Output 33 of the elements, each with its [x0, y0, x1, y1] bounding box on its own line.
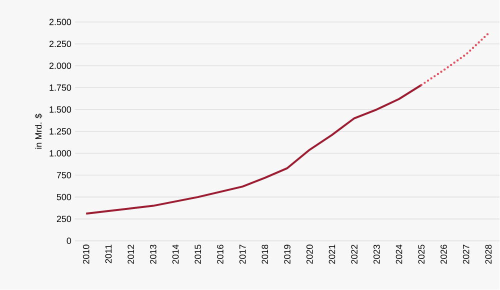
x-tick-label: 2019	[284, 244, 290, 264]
x-tick-label: 2014	[172, 244, 179, 264]
x-tick-label: 2012	[128, 244, 134, 264]
x-tick-label: 2028	[485, 244, 492, 264]
x-tick-label: 2026	[440, 244, 447, 264]
x-tick-label: 2027	[462, 244, 470, 264]
y-tick-label: 1.750	[50, 84, 72, 91]
y-tick-label: 750	[56, 172, 72, 178]
x-tick-label: 2011	[105, 244, 112, 264]
y-tick-label: 250	[56, 216, 72, 222]
y-tick-label: 500	[56, 194, 72, 200]
x-tick-label: 2013	[150, 244, 156, 264]
x-tick-label: 2016	[217, 244, 224, 264]
x-tick-label: 2015	[194, 244, 202, 264]
x-tick-label: 2017	[239, 244, 246, 264]
x-tick-label: 2010	[82, 244, 90, 264]
x-tick-label: 2020	[306, 244, 313, 264]
x-tick-label: 2025	[418, 244, 425, 264]
x-tick-label: 2022	[351, 244, 358, 264]
x-tick-label: 2021	[328, 244, 336, 264]
line-series	[420, 32, 490, 86]
y-tick-label: 1.000	[50, 150, 72, 157]
line-series	[85, 84, 422, 215]
x-tick-label: 2023	[374, 244, 380, 264]
y-tick-label: 1.500	[50, 106, 72, 113]
y-tick-label: 1.250	[50, 128, 72, 135]
y-tick-label: 2.500	[49, 18, 72, 26]
y-tick-label: 0	[66, 238, 72, 244]
x-tick-label: 2018	[262, 244, 268, 264]
y-tick-label: 2.000	[49, 62, 72, 70]
x-tick-label: 2024	[396, 244, 402, 264]
y-axis-title: in Mrd. $	[34, 114, 42, 149]
y-tick-label: 2.250	[49, 40, 72, 48]
